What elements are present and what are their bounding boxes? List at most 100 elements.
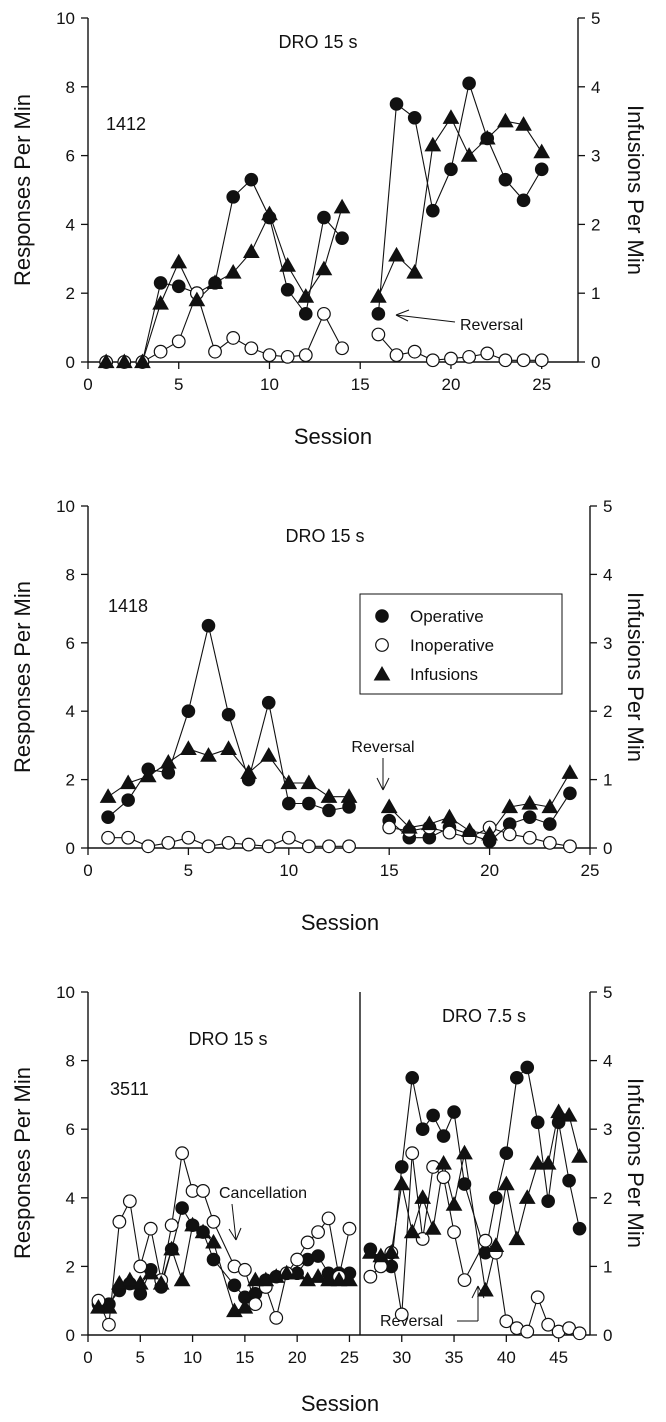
operative-point [282,796,296,811]
inoperative-point [415,1232,430,1246]
cancellation-arrow-head-b [235,1227,242,1241]
legend-operative-marker [375,609,389,623]
reversal-arrow-head-a [376,777,384,791]
inoperative-point [502,827,517,842]
inoperative-point [394,1307,409,1322]
panel-1412: 0 5 10 15 20 25 0 2 4 6 8 10 0 1 2 3 4 5 DRO 15 s 1412 Re… [10,9,648,449]
infusions-point [206,274,224,290]
infusions-point [224,264,242,279]
legend-infusions-marker [373,665,391,681]
x-tick-label: 10 [279,861,298,880]
inoperative-point [541,1317,556,1332]
inoperative-point [462,349,477,364]
x-tick-label: 0 [83,375,92,394]
operative-point [121,793,135,807]
inoperative-point [382,820,397,835]
x-tick-label: 15 [380,861,399,880]
y2-tick-label: 3 [603,1120,612,1139]
operative-series-line [106,178,343,363]
infusions-point [333,198,351,214]
operative-point [101,810,115,825]
inoperative-point [335,341,349,356]
reversal-arrow-head-b [395,314,409,322]
operative-point [530,1115,545,1130]
operative-point [394,1160,409,1174]
operative-point [462,76,476,91]
infusions-point [414,1189,432,1204]
infusions-series-line [377,116,543,297]
inoperative-point [226,331,241,345]
inoperative-point [436,1170,451,1185]
infusions-series-line [388,772,571,835]
operative-point [426,1108,440,1123]
inoperative-point [447,1225,461,1239]
inoperative-point [322,839,336,854]
subject-label: 1418 [108,596,148,616]
y2-tick-label: 5 [603,497,612,516]
infusions-point [571,1148,588,1163]
y2-tick-label: 4 [603,1052,612,1071]
operative-series-line [388,792,571,842]
inoperative-point [101,830,115,845]
y-tick-label: 0 [66,353,75,372]
inoperative-point [221,835,236,850]
infusions-point [382,1244,400,1259]
infusions-point [370,288,387,303]
y-tick-label: 2 [66,284,75,303]
inoperative-point [389,348,404,363]
infusions-point [508,1230,526,1246]
inoperative-point [301,839,316,854]
legend-inoperative-label: Inoperative [410,636,494,655]
infusions-point [260,747,278,762]
operative-point [221,707,236,722]
operative-point [499,1146,514,1161]
infusions-point [142,1264,160,1280]
infusions-point [497,112,514,128]
infusions-point [388,246,405,262]
infusions-point [424,136,442,152]
reversal-arrow-head-a [395,309,410,316]
reversal-label: Reversal [460,317,523,334]
y-axis-title: Responses Per Min [10,94,35,286]
operative-point [541,1194,555,1209]
operative-point [280,282,295,297]
inoperative-point [572,1326,587,1341]
operative-point [447,1105,461,1119]
x-tick-label: 0 [83,861,92,880]
infusions-point [297,288,315,303]
infusions-series-line [106,207,343,363]
inoperative-point [298,348,313,363]
infusions-point [180,740,197,755]
y2-tick-label: 0 [603,839,612,858]
inoperative-point [248,1297,263,1312]
inoperative-point [317,306,331,321]
x-tick-label: 35 [445,1348,464,1367]
inoperative-point [175,1146,190,1161]
operative-point [444,162,458,177]
y2-tick-label: 3 [591,147,600,166]
infusions-point [445,1196,463,1211]
inoperative-point [281,830,296,845]
operative-point [311,1249,325,1263]
operative-point [206,1252,221,1267]
infusions-point [152,295,169,310]
y-axis-title: Responses Per Min [10,1067,35,1259]
reversal-label: Reversal [351,739,414,756]
y-tick-label: 4 [66,702,75,721]
y-tick-label: 8 [66,1052,75,1071]
infusions-point [246,1271,264,1287]
infusions-point [541,798,559,814]
infusions-point [515,116,532,131]
inoperative-point [143,1221,158,1236]
y-tick-label: 6 [66,147,75,166]
infusions-point [420,815,438,831]
operative-point [520,1060,535,1075]
infusions-point [501,798,519,814]
operative-point [436,1129,451,1143]
x-tick-label: 5 [136,1348,145,1367]
inoperative-point [311,1225,325,1239]
inoperative-point [363,1269,378,1284]
inoperative-point [244,341,259,356]
y-tick-label: 8 [66,78,75,97]
